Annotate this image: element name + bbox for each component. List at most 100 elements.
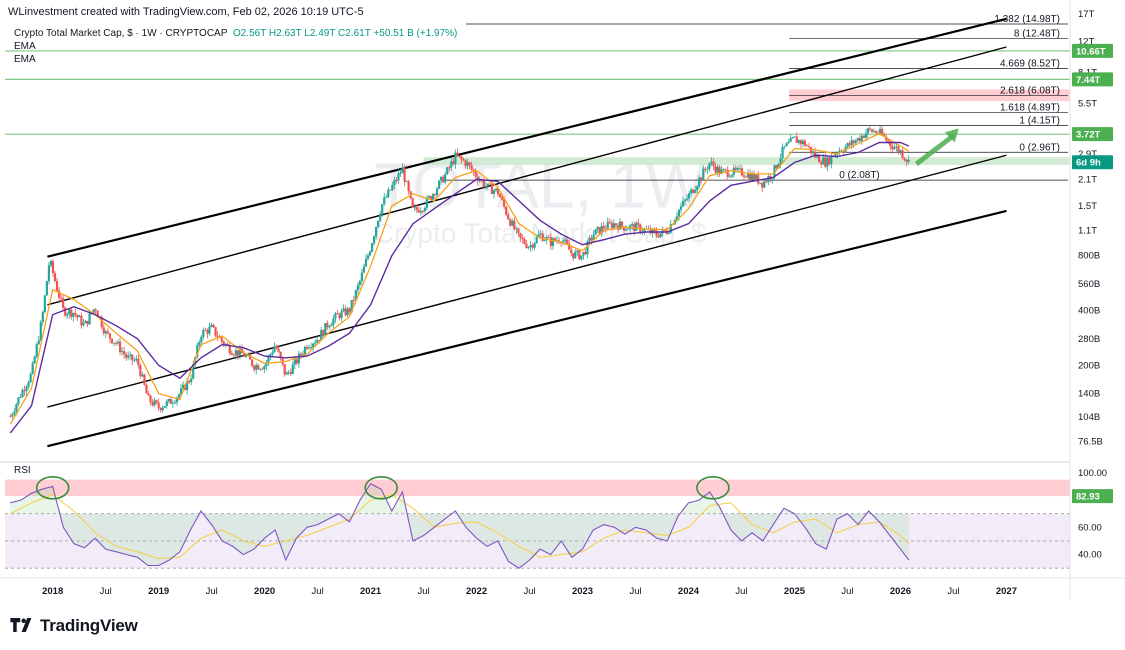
candle-body[interactable]: [588, 237, 591, 242]
candle-body[interactable]: [358, 280, 361, 286]
candle-body[interactable]: [872, 131, 876, 133]
candle-body[interactable]: [104, 331, 107, 334]
candle-body[interactable]: [785, 143, 788, 147]
candle-body[interactable]: [891, 146, 894, 150]
candle-body[interactable]: [539, 233, 542, 235]
candle-body[interactable]: [700, 177, 703, 180]
candle-body[interactable]: [712, 161, 715, 167]
candle-body[interactable]: [171, 403, 174, 404]
candle-body[interactable]: [287, 372, 290, 373]
candle-body[interactable]: [228, 344, 231, 354]
candle-body[interactable]: [285, 372, 288, 375]
candle-body[interactable]: [730, 174, 733, 177]
candle-body[interactable]: [253, 365, 256, 370]
candle-body[interactable]: [631, 224, 634, 226]
candle-body[interactable]: [55, 281, 59, 291]
candle-body[interactable]: [167, 399, 170, 402]
candle-body[interactable]: [151, 402, 154, 406]
candle-body[interactable]: [614, 223, 618, 226]
candle-body[interactable]: [870, 129, 874, 132]
candle-body[interactable]: [655, 231, 658, 236]
candle-body[interactable]: [350, 299, 353, 313]
candle-body[interactable]: [301, 354, 305, 356]
candle-body[interactable]: [608, 221, 611, 223]
candle-body[interactable]: [807, 146, 811, 147]
candle-body[interactable]: [273, 346, 276, 353]
candle-body[interactable]: [135, 358, 138, 360]
candle-body[interactable]: [364, 258, 368, 267]
candle-body[interactable]: [852, 140, 855, 144]
candle-body[interactable]: [43, 295, 46, 313]
candle-body[interactable]: [165, 401, 168, 407]
candle-body[interactable]: [425, 197, 429, 208]
candle-body[interactable]: [29, 373, 32, 383]
candle-body[interactable]: [51, 261, 55, 274]
candle-body[interactable]: [204, 329, 207, 331]
candle-body[interactable]: [53, 273, 57, 282]
candle-body[interactable]: [261, 368, 264, 370]
candle-body[interactable]: [336, 313, 339, 315]
candle-body[interactable]: [635, 222, 638, 231]
candle-body[interactable]: [379, 213, 382, 221]
candle-body[interactable]: [375, 226, 378, 237]
candle-body[interactable]: [127, 355, 130, 358]
candle-body[interactable]: [698, 177, 701, 187]
candle-body[interactable]: [507, 214, 510, 220]
candle-body[interactable]: [586, 241, 589, 255]
rsi-value-tag[interactable]: [1072, 489, 1113, 504]
candle-body[interactable]: [545, 236, 548, 241]
candle-body[interactable]: [444, 174, 447, 183]
candle-body[interactable]: [494, 188, 498, 191]
projection-arrow[interactable]: [914, 133, 956, 167]
candle-body[interactable]: [242, 353, 246, 357]
candle-body[interactable]: [714, 166, 717, 173]
candle-body[interactable]: [864, 133, 867, 138]
candle-body[interactable]: [356, 285, 359, 291]
candle-body[interactable]: [450, 161, 453, 168]
candle-body[interactable]: [850, 140, 853, 146]
tradingview-logo[interactable]: TradingView: [10, 616, 138, 636]
candle-body[interactable]: [15, 404, 18, 412]
candle-body[interactable]: [566, 239, 569, 244]
candle-body[interactable]: [667, 232, 670, 234]
candle-body[interactable]: [606, 221, 609, 229]
candle-body[interactable]: [879, 128, 882, 134]
candle-body[interactable]: [460, 156, 463, 160]
candle-body[interactable]: [759, 182, 762, 184]
candle-body[interactable]: [340, 311, 343, 318]
candle-body[interactable]: [295, 359, 298, 364]
candle-body[interactable]: [551, 238, 555, 246]
candle-body[interactable]: [661, 229, 664, 234]
candle-body[interactable]: [133, 359, 136, 361]
candle-body[interactable]: [899, 150, 902, 152]
candle-body[interactable]: [307, 347, 311, 349]
candle-body[interactable]: [322, 330, 325, 336]
candle-body[interactable]: [637, 222, 640, 225]
candle-body[interactable]: [212, 324, 215, 327]
candle-body[interactable]: [200, 336, 203, 343]
channel-trendline[interactable]: [47, 46, 1007, 306]
candle-body[interactable]: [125, 354, 128, 358]
candle-body[interactable]: [147, 393, 150, 396]
candle-body[interactable]: [600, 225, 603, 234]
candle-body[interactable]: [41, 312, 44, 323]
candle-body[interactable]: [297, 353, 300, 364]
candle-body[interactable]: [787, 141, 790, 144]
candle-body[interactable]: [592, 234, 595, 240]
candle-body[interactable]: [618, 221, 622, 230]
candle-body[interactable]: [627, 228, 630, 230]
candle-body[interactable]: [543, 240, 546, 241]
candle-body[interactable]: [328, 326, 331, 328]
candle-body[interactable]: [612, 223, 615, 228]
candle-body[interactable]: [100, 317, 103, 328]
candle-body[interactable]: [488, 183, 492, 185]
candle-body[interactable]: [795, 136, 798, 143]
candle-body[interactable]: [198, 342, 201, 346]
candle-body[interactable]: [271, 352, 274, 355]
candle-body[interactable]: [78, 315, 81, 318]
candle-body[interactable]: [803, 140, 807, 146]
candle-body[interactable]: [348, 308, 351, 313]
candle-body[interactable]: [903, 157, 906, 160]
candle-body[interactable]: [486, 183, 489, 187]
candle-body[interactable]: [387, 189, 390, 198]
